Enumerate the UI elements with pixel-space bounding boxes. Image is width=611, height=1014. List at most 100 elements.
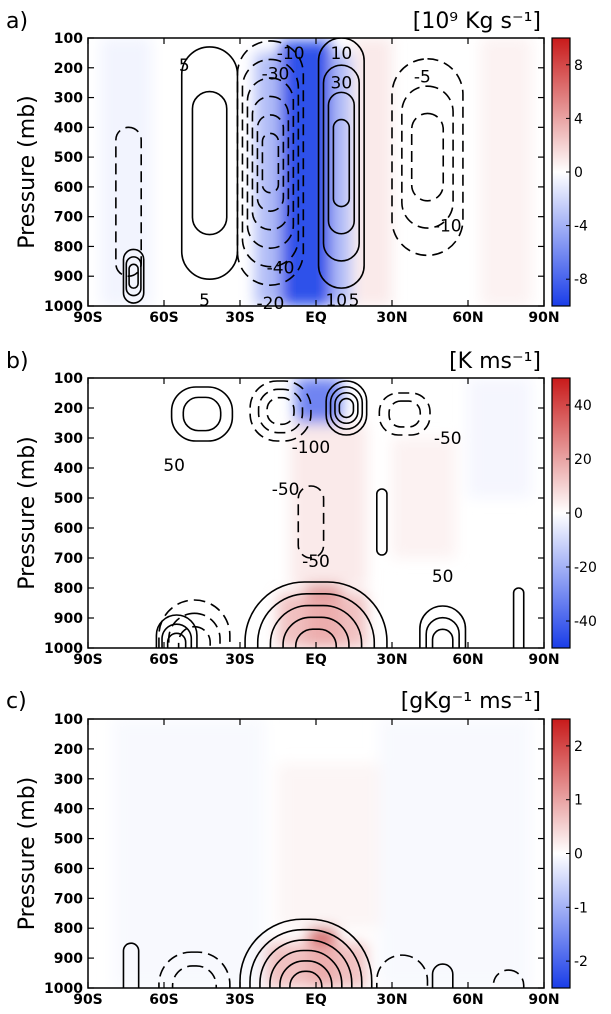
x-tick-label: 30S — [225, 992, 255, 1008]
x-tick-label: 90N — [528, 310, 559, 326]
positive-contour — [375, 488, 388, 556]
colorbar-tick-label: 20 — [574, 452, 592, 468]
colorbar-tick-label: 40 — [574, 398, 592, 414]
contour-label: 50 — [432, 567, 454, 587]
positive-contour — [191, 90, 228, 236]
units-label: [10⁹ Kg s⁻¹] — [413, 9, 541, 34]
positive-contour — [332, 118, 351, 208]
y-axis-title: Pressure (mb) — [15, 777, 40, 931]
y-tick-label: 200 — [54, 401, 83, 417]
y-tick-label: 100 — [54, 371, 83, 387]
negative-contour — [378, 392, 431, 436]
positive-contour — [249, 928, 363, 988]
colorbar-tick-label: -2 — [574, 954, 588, 970]
colorbar-tick-label: -40 — [574, 614, 597, 630]
shading-layer — [278, 378, 532, 648]
negative-contour — [167, 612, 221, 648]
positive-contour — [259, 939, 353, 988]
positive-contour — [161, 623, 193, 648]
x-tick-label: 90S — [73, 992, 103, 1008]
y-tick-label: 700 — [54, 891, 83, 907]
shaded-region — [290, 423, 367, 588]
colorbar-tick-label: 0 — [574, 847, 583, 863]
x-tick-label: 30S — [225, 310, 255, 326]
x-tick-label: 60N — [452, 992, 483, 1008]
positive-contour — [419, 605, 467, 648]
x-tick-label: 60N — [452, 652, 483, 668]
colorbar-tick-label: -20 — [574, 560, 597, 576]
negative-contour — [249, 380, 312, 442]
positive-contour — [170, 386, 234, 442]
x-tick-label: EQ — [305, 992, 327, 1008]
shaded-region — [354, 38, 392, 306]
positive-contour — [425, 616, 460, 648]
contour-label: -50 — [302, 552, 330, 572]
x-tick-label: 30N — [376, 652, 407, 668]
y-tick-label: 300 — [54, 772, 83, 788]
positive-contour — [239, 918, 373, 988]
panel-label: a) — [6, 9, 28, 34]
y-tick-label: 500 — [54, 491, 83, 507]
x-tick-label: 90N — [528, 992, 559, 1008]
y-tick-label: 900 — [54, 269, 83, 285]
x-tick-label: 30N — [376, 992, 407, 1008]
negative-contour — [158, 599, 231, 648]
positive-contour — [329, 386, 364, 430]
y-tick-label: 200 — [54, 742, 83, 758]
negative-contour — [261, 132, 280, 194]
x-tick-label: 90S — [73, 652, 103, 668]
shaded-region — [379, 719, 532, 988]
x-tick-label: 60N — [452, 310, 483, 326]
negative-contour — [410, 112, 445, 202]
negative-contour — [391, 58, 464, 257]
x-tick-label: EQ — [305, 652, 327, 668]
positive-contour — [338, 397, 355, 419]
y-tick-label: 500 — [54, 832, 83, 848]
positive-contour — [122, 942, 140, 988]
shading-layer — [113, 719, 532, 988]
shaded-region — [255, 52, 281, 306]
contour-label: 10 — [331, 44, 353, 64]
negative-contour — [388, 400, 422, 428]
colorbar-tick-label: -8 — [574, 272, 588, 288]
positive-contour — [155, 614, 198, 648]
negative-contour — [251, 95, 290, 231]
contour-label: 5 — [349, 291, 360, 311]
y-tick-label: 100 — [54, 712, 83, 728]
negative-contour — [236, 40, 305, 286]
positive-contour — [182, 396, 222, 432]
colorbar-tick-label: -4 — [574, 219, 588, 235]
y-tick-label: 600 — [54, 180, 83, 196]
negative-contour — [256, 114, 285, 212]
positive-contour — [512, 587, 525, 648]
x-tick-label: 30N — [376, 310, 407, 326]
positive-contour — [322, 64, 360, 262]
contour-label: 5 — [199, 291, 210, 311]
y-tick-label: 400 — [54, 461, 83, 477]
x-tick-label: 60S — [149, 652, 179, 668]
colorbar-tick-label: 2 — [574, 739, 583, 755]
y-tick-label: 400 — [54, 802, 83, 818]
positive-contour — [325, 380, 368, 436]
x-tick-label: 90N — [528, 652, 559, 668]
contour-label: 10 — [325, 291, 347, 311]
shaded-region — [480, 38, 532, 306]
y-tick-label: 900 — [54, 951, 83, 967]
shaded-region — [278, 594, 367, 648]
y-tick-label: 800 — [54, 239, 83, 255]
contour-label: 30 — [331, 74, 353, 94]
shaded-region — [468, 378, 532, 498]
negative-contour — [297, 485, 325, 559]
colorbar-tick-label: 4 — [574, 111, 583, 127]
panel-2: -100 -5050-50-505010020030040050060070080… — [6, 349, 597, 668]
y-tick-label: 300 — [54, 431, 83, 447]
x-tick-label: EQ — [305, 310, 327, 326]
contour-layer — [115, 38, 464, 304]
negative-contour — [241, 58, 300, 268]
contour-label: -40 — [267, 258, 295, 278]
positive-contour — [128, 263, 139, 289]
positive-contour — [269, 949, 343, 988]
contour-label: -10 — [277, 44, 305, 64]
